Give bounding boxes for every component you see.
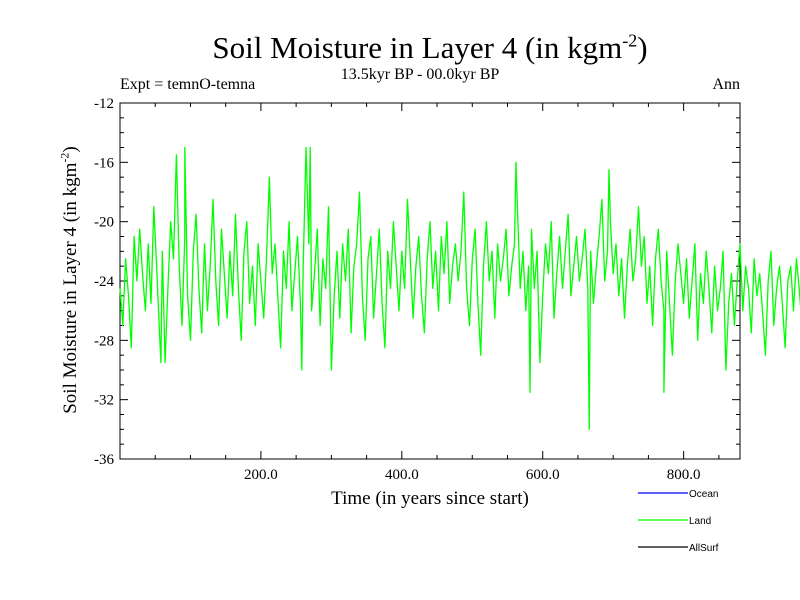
y-tick-label: -36 [94, 452, 114, 468]
x-axis-label: Time (in years since start) [331, 488, 529, 509]
x-tick-label: 200.0 [244, 467, 278, 483]
x-tick-label: 600.0 [526, 467, 560, 483]
y-tick-label: -20 [94, 215, 114, 231]
x-tick-label: 800.0 [667, 467, 701, 483]
experiment-label: Expt = temnO-temna [120, 76, 256, 93]
y-tick-label: -28 [94, 333, 114, 349]
y-tick-label: -24 [94, 274, 114, 290]
legend-label-ocean: Ocean [689, 489, 718, 500]
plot-area-frame [119, 102, 741, 460]
legend: Ocean Land AllSurf [638, 489, 719, 554]
y-tick-label: -12 [94, 96, 114, 112]
series-line-land [119, 146, 800, 430]
chart-subtitle: 13.5kyr BP - 00.0kyr BP [340, 66, 500, 83]
y-tick-label: -32 [94, 393, 114, 409]
axis-ticks: -12 -16 -20 -24 -28 -32 -36 200.0 400.0 600.0 800.… [94, 96, 740, 483]
legend-label-allsurf: AllSurf [689, 543, 719, 554]
series-layer [119, 146, 800, 430]
x-tick-label: 400.0 [385, 467, 419, 483]
legend-label-land: Land [689, 516, 711, 527]
y-tick-label: -16 [94, 155, 114, 171]
season-label: Ann [712, 76, 740, 93]
chart-title: Soil Moisture in Layer 4 (in kgm-2) [212, 30, 648, 65]
